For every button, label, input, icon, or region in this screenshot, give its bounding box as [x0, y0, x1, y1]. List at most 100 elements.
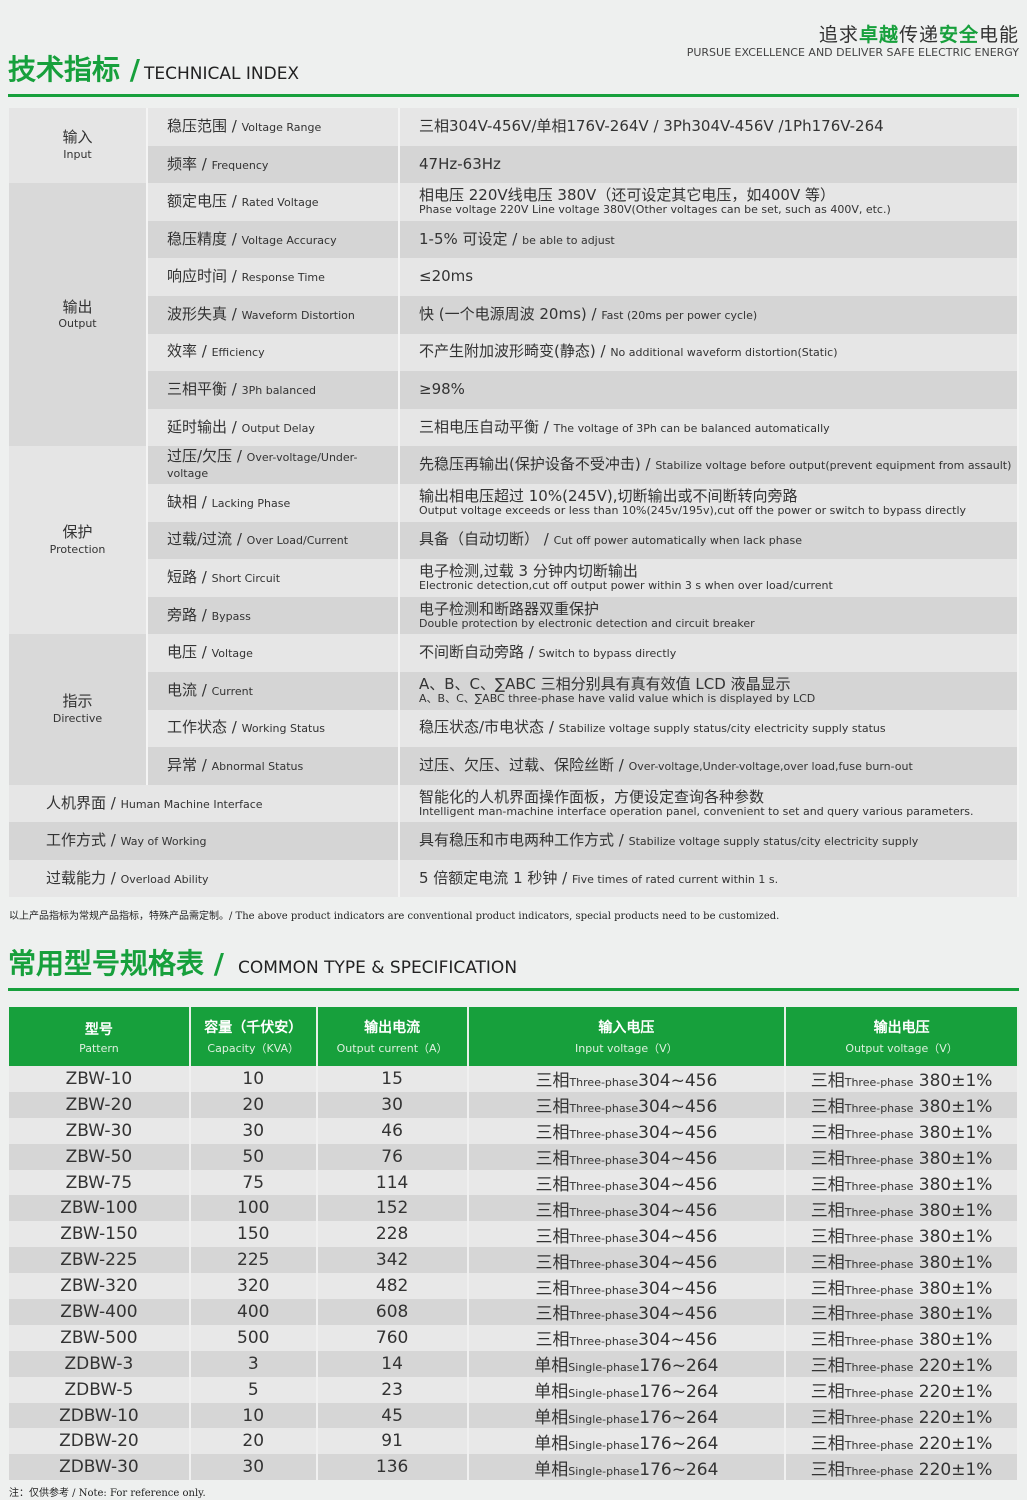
capacity: 500 — [189, 1324, 318, 1351]
capacity: 100 — [189, 1195, 318, 1222]
model: ZBW-400 — [9, 1299, 191, 1325]
model: ZBW-100 — [9, 1195, 191, 1222]
model: ZBW-10 — [9, 1066, 191, 1092]
input-voltage: 三相Three-phase304~456 — [467, 1169, 787, 1196]
output-current: 342 — [316, 1247, 469, 1274]
param-name: 过压/欠压 / Over-voltage/Under-voltage — [147, 446, 400, 484]
output-current: 228 — [316, 1221, 469, 1248]
spec-row: ZDBW-20 20 91 单相Single-phase176~264 三相Three-… — [9, 1428, 1019, 1455]
tech-row: 过载/过流 / Over Load/Current 具备（自动切断） / Cut … — [9, 521, 1019, 560]
output-current: 76 — [316, 1143, 469, 1170]
spec-row: ZDBW-10 10 45 单相Single-phase176~264 三相Three-… — [9, 1402, 1019, 1429]
spec-row: ZBW-75 75 114 三相Three-phase304~456 三相Three-p… — [9, 1169, 1019, 1196]
param-name: 电流 / Current — [147, 671, 400, 710]
tech-row: 保护 Protection 过压/欠压 / Over-voltage/Under-v… — [9, 446, 1019, 635]
capacity: 3 — [189, 1350, 318, 1377]
param-name: 稳压精度 / Voltage Accuracy — [147, 220, 400, 259]
param-name: 响应时间 / Response Time — [147, 258, 400, 296]
param-value: 相电压 220V线电压 380V（还可设定其它电压，如400V 等） Phase… — [399, 183, 1019, 221]
output-current: 91 — [316, 1428, 469, 1455]
param-value: ≥98% — [399, 371, 1019, 409]
capacity: 20 — [189, 1091, 318, 1118]
input-voltage: 三相Three-phase304~456 — [467, 1299, 787, 1325]
column-header: 输出电流 Output current（A） — [316, 1007, 469, 1066]
tech-row: 电流 / Current A、B、C、∑ABC 三相分别具有真有效值 LCD 液晶… — [9, 671, 1019, 710]
model: ZDBW-5 — [9, 1376, 191, 1403]
spec-row: ZDBW-5 5 23 单相Single-phase176~264 三相Three-ph… — [9, 1376, 1019, 1403]
capacity: 10 — [189, 1066, 318, 1092]
spec-row: ZBW-50 50 76 三相Three-phase304~456 三相Three-ph… — [9, 1143, 1019, 1170]
model: ZBW-320 — [9, 1273, 191, 1300]
output-current: 23 — [316, 1376, 469, 1403]
spec-note: 注：仅供参考 / Note: For reference only. — [9, 1488, 206, 1499]
spec-row: ZBW-10 10 15 三相Three-phase304~456 三相Three-ph… — [9, 1066, 1019, 1092]
divider — [8, 988, 1019, 991]
capacity: 225 — [189, 1247, 318, 1274]
param-value: 稳压状态/市电状态 / Stabilize voltage supply sta… — [399, 709, 1019, 748]
param-name: 效率 / Efficiency — [147, 333, 400, 372]
input-voltage: 单相Single-phase176~264 — [467, 1428, 787, 1455]
output-current: 14 — [316, 1350, 469, 1377]
param-name: 过载/过流 / Over Load/Current — [147, 521, 400, 560]
model: ZDBW-10 — [9, 1402, 191, 1429]
output-current: 45 — [316, 1402, 469, 1429]
param-name: 延时输出 / Output Delay — [147, 408, 400, 447]
column-header: 容量（千伏安） Capacity（KVA） — [189, 1007, 318, 1066]
output-voltage: 三相Three-phase 220±1% — [785, 1376, 1019, 1403]
input-voltage: 三相Three-phase304~456 — [467, 1273, 787, 1300]
param-value: 5 倍额定电流 1 秒钟 / Five times of rated curre… — [399, 859, 1019, 898]
param-value: 1-5% 可设定 / be able to adjust — [399, 220, 1019, 259]
param-value: 不产生附加波形畸变(静态) / No additional waveform d… — [399, 333, 1019, 372]
output-current: 608 — [316, 1299, 469, 1325]
param-value: 三相304V-456V/单相176V-264V / 3Ph304V-456V /… — [399, 108, 1019, 146]
spec-title: 常用型号规格表 / COMMON TYPE & SPECIFICATION — [8, 947, 518, 980]
capacity: 320 — [189, 1273, 318, 1300]
param-value: ≤20ms — [399, 258, 1019, 296]
param-value: 先稳压再输出(保护设备不受冲击) / Stabilize voltage bef… — [399, 446, 1019, 484]
spec-row: ZBW-225 225 342 三相Three-phase304~456 三相Three… — [9, 1247, 1019, 1274]
tech-row: 缺相 / Lacking Phase 输出相电压超过 10%(245V),切断输出… — [9, 483, 1019, 522]
param-name: 工作状态 / Working Status — [147, 709, 400, 748]
input-voltage: 单相Single-phase176~264 — [467, 1376, 787, 1403]
tech-row: 过载能力 / Overload Ability 5 倍额定电流 1 秒钟 / Fi… — [9, 859, 1019, 898]
output-voltage: 三相Three-phase 220±1% — [785, 1428, 1019, 1455]
param-name: 波形失真 / Waveform Distortion — [147, 295, 400, 334]
output-voltage: 三相Three-phase 380±1% — [785, 1117, 1019, 1144]
param-value: 电子检测,过载 3 分钟内切断输出 Electronic detection,c… — [399, 559, 1019, 597]
divider — [8, 94, 1019, 97]
output-voltage: 三相Three-phase 380±1% — [785, 1324, 1019, 1351]
group-cell: 保护 Protection — [9, 446, 148, 635]
capacity: 30 — [189, 1117, 318, 1144]
input-voltage: 三相Three-phase304~456 — [467, 1247, 787, 1274]
param-value: 不间断自动旁路 / Switch to bypass directly — [399, 634, 1019, 672]
output-current: 152 — [316, 1195, 469, 1222]
tech-row: 输出 Output 额定电压 / Rated Voltage 相电压 220V线电压 … — [9, 183, 1019, 447]
output-current: 760 — [316, 1324, 469, 1351]
model: ZDBW-3 — [9, 1350, 191, 1377]
param-name: 三相平衡 / 3Ph balanced — [147, 371, 400, 409]
param-value: 具备（自动切断） / Cut off power automatically w… — [399, 521, 1019, 560]
capacity: 20 — [189, 1428, 318, 1455]
capacity: 150 — [189, 1221, 318, 1248]
spec-row: ZDBW-3 3 14 单相Single-phase176~264 三相Three-ph… — [9, 1350, 1019, 1377]
param-name: 过载能力 / Overload Ability — [9, 859, 400, 898]
param-value: A、B、C、∑ABC 三相分别具有真有效值 LCD 液晶显示 A、B、C、∑AB… — [399, 671, 1019, 710]
capacity: 5 — [189, 1376, 318, 1403]
output-current: 114 — [316, 1169, 469, 1196]
model: ZDBW-30 — [9, 1454, 191, 1481]
output-voltage: 三相Three-phase 380±1% — [785, 1273, 1019, 1300]
spec-row: ZBW-20 20 30 三相Three-phase304~456 三相Three-ph… — [9, 1091, 1019, 1118]
input-voltage: 三相Three-phase304~456 — [467, 1324, 787, 1351]
param-value: 输出相电压超过 10%(245V),切断输出或不间断转向旁路 Output vo… — [399, 483, 1019, 522]
tech-row: 效率 / Efficiency 不产生附加波形畸变(静态) / No additi… — [9, 333, 1019, 372]
input-voltage: 单相Single-phase176~264 — [467, 1350, 787, 1377]
output-voltage: 三相Three-phase 380±1% — [785, 1169, 1019, 1196]
column-header: 输入电压 Input voltage（V） — [467, 1007, 787, 1066]
output-voltage: 三相Three-phase 380±1% — [785, 1195, 1019, 1222]
input-voltage: 三相Three-phase304~456 — [467, 1066, 787, 1092]
spec-table: 型号 Pattern 容量（千伏安） Capacity（KVA） 输出电流 Output … — [9, 1007, 1019, 1481]
page-title: 技术指标 / TECHNICAL INDEX — [8, 53, 300, 86]
model: ZBW-50 — [9, 1143, 191, 1170]
group-cell: 输入 Input — [9, 108, 148, 184]
param-name: 短路 / Short Circuit — [147, 559, 400, 597]
